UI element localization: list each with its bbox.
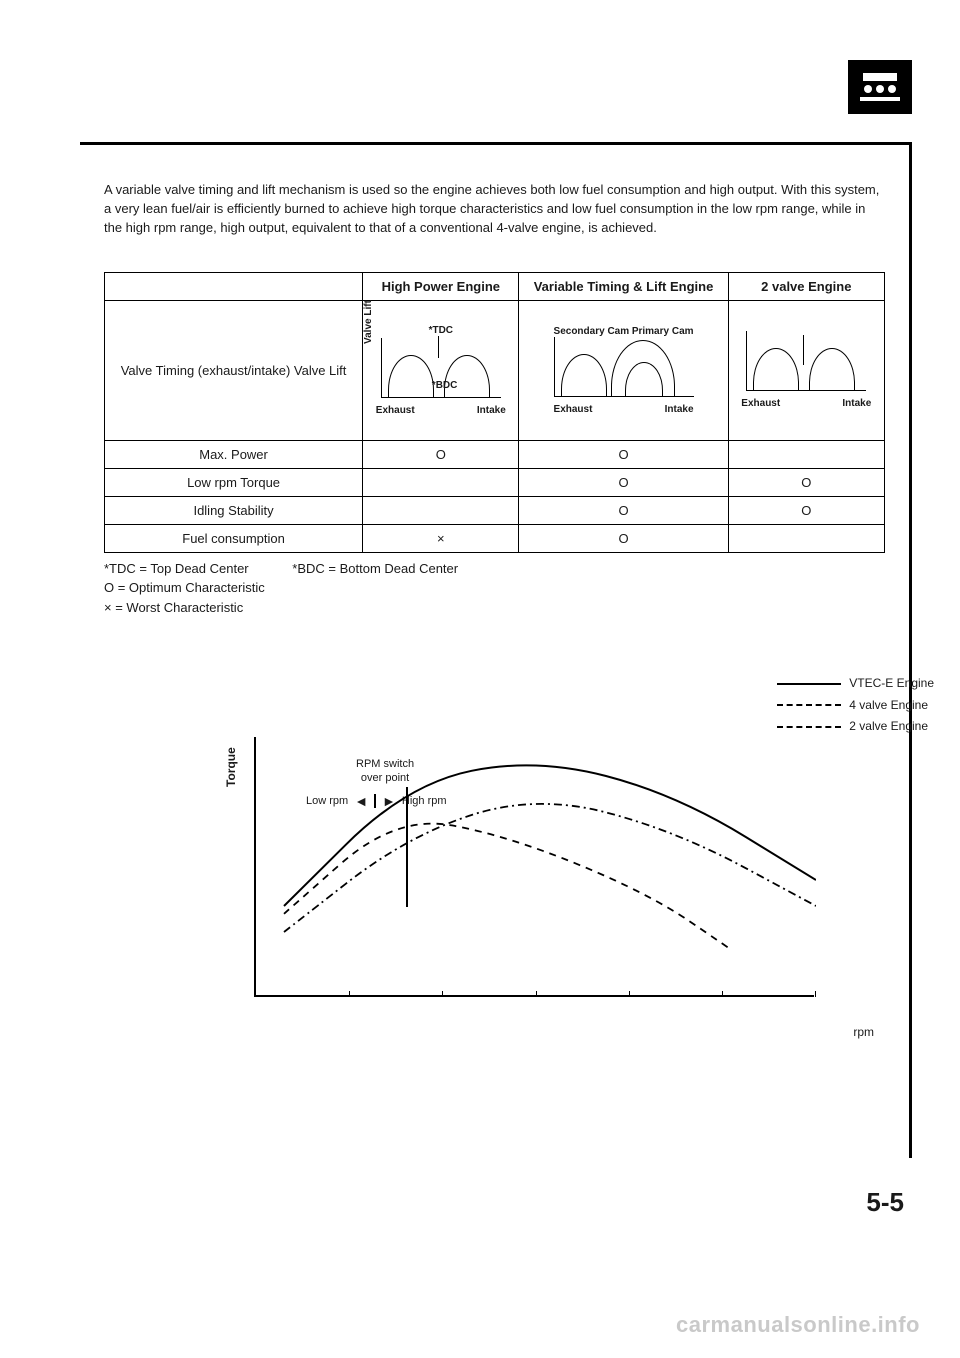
table-row: Low rpm Torque O O [105,468,885,496]
table-cell: O [519,440,728,468]
footnotes: *TDC = Top Dead Center *BDC = Bottom Dea… [104,559,885,618]
chart-xlabel: rpm [853,1025,874,1039]
table-row: Max. Power O O [105,440,885,468]
page-number: 5-5 [866,1187,904,1218]
legend-label: 2 valve Engine [849,716,928,738]
table-cell: O [363,440,519,468]
chart-legend: VTEC-E Engine 4 valve Engine 2 valve Eng… [777,673,934,738]
chart-ylabel: Torque [224,747,238,787]
table-cell: × [363,524,519,552]
row-label: Fuel consumption [105,524,363,552]
col-2valve: 2 valve Engine [728,272,884,300]
col-high-power: High Power Engine [363,272,519,300]
table-cell: O [519,468,728,496]
row-label: Low rpm Torque [105,468,363,496]
row-label: Idling Stability [105,496,363,524]
content-frame: A variable valve timing and lift mechani… [80,142,912,1158]
chart-curves [256,737,816,997]
diagram-2valve: Exhaust Intake [728,300,884,440]
table-cell [363,468,519,496]
diagram-variable: Secondary Cam Primary Cam Exhaust [519,300,728,440]
legend-label: 4 valve Engine [849,695,928,717]
table-cell: O [728,496,884,524]
table-row: Fuel consumption × O [105,524,885,552]
chart-axes: RPM switchover point Low rpm ◄ ► High rp… [254,737,814,997]
legend-label: VTEC-E Engine [849,673,934,695]
table-cell: O [728,468,884,496]
torque-rpm-chart: VTEC-E Engine 4 valve Engine 2 valve Eng… [234,697,854,1017]
footnote-o: O = Optimum Characteristic [104,580,265,595]
footnote-tdc: *TDC = Top Dead Center [104,561,249,576]
table-cell [728,524,884,552]
table-cell [363,496,519,524]
col-variable: Variable Timing & Lift Engine [519,272,728,300]
table-cell: O [519,524,728,552]
watermark: carmanualsonline.info [676,1312,920,1338]
engine-ecu-icon [848,60,912,114]
row-label: Max. Power [105,440,363,468]
intro-paragraph: A variable valve timing and lift mechani… [104,181,885,238]
diagram-high-power: *TDC Valve Lift *BDC Exhaust [363,300,519,440]
col-blank [105,272,363,300]
footnote-bdc: *BDC = Bottom Dead Center [292,559,458,579]
table-cell [728,440,884,468]
table-cell: O [519,496,728,524]
row-diagram-header: Valve Timing (exhaust/intake) Valve Lift [105,300,363,440]
footnote-x: × = Worst Characteristic [104,600,243,615]
table-row: Idling Stability O O [105,496,885,524]
comparison-table: High Power Engine Variable Timing & Lift… [104,272,885,553]
